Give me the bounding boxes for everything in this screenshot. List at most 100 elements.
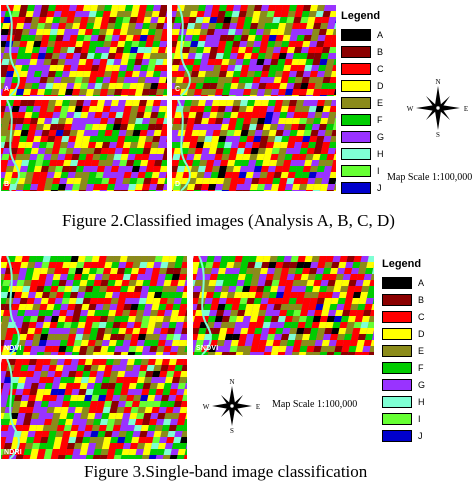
legend-row: E [382, 342, 425, 359]
map-label: D [175, 181, 181, 188]
legend-title: Legend [382, 258, 422, 270]
legend-label: A [418, 277, 425, 288]
legend-label: D [418, 328, 425, 339]
legend-title: Legend [341, 10, 381, 22]
legend-row: I [382, 410, 425, 427]
legend-swatch [341, 79, 371, 92]
legend-swatch [341, 113, 371, 126]
legend-row: H [341, 145, 384, 162]
legend-label: A [377, 29, 384, 40]
map-label: A [4, 86, 10, 93]
classified-map-image [193, 256, 374, 355]
map-label: NDRI [4, 449, 22, 456]
map-label: SNDVI [196, 345, 219, 352]
legend-swatch [382, 395, 412, 408]
legend-row: E [341, 94, 384, 111]
legend-rows: A B C D E F G H I J [341, 26, 384, 196]
legend-row: J [382, 427, 425, 444]
compass-n: N [435, 78, 440, 86]
legend-row: D [341, 77, 384, 94]
legend-row: B [341, 43, 384, 60]
map-label: B [4, 181, 10, 188]
classified-map-image [172, 100, 336, 191]
fig3-map-ndri: NDRI [1, 359, 187, 459]
legend-label: B [418, 294, 425, 305]
legend-label: C [377, 63, 384, 74]
compass-e: E [464, 105, 468, 113]
compass-s: S [230, 427, 234, 434]
legend-swatch [341, 181, 371, 194]
legend-row: G [341, 128, 384, 145]
legend-swatch [341, 130, 371, 143]
legend-label: C [418, 311, 425, 322]
fig3-map-sndvi: SNDVI [193, 256, 374, 355]
compass-w: W [407, 105, 414, 113]
legend-swatch [341, 164, 371, 177]
map-scale: Map Scale 1:100,000 [387, 172, 473, 183]
classified-map-image [172, 5, 336, 96]
legend-row: C [382, 308, 425, 325]
legend-label: F [418, 362, 424, 373]
legend-swatch [382, 412, 412, 425]
legend-label: E [377, 97, 384, 108]
legend-swatch [382, 327, 412, 340]
legend-row: A [382, 274, 425, 291]
legend-label: I [377, 165, 380, 176]
legend-label: H [377, 148, 384, 159]
fig2-map-b: B [1, 100, 167, 191]
legend-swatch [341, 147, 371, 160]
map-label: C [175, 86, 181, 93]
legend-swatch [341, 28, 371, 41]
legend-row: F [382, 359, 425, 376]
compass-n: N [229, 378, 234, 386]
fig2-map-d: D [172, 100, 336, 191]
north-arrow-icon: N S W E [203, 378, 260, 434]
legend-swatch [382, 293, 412, 306]
legend-swatch [341, 45, 371, 58]
legend-label: J [377, 182, 382, 193]
legend-row: I [341, 162, 384, 179]
legend-swatch [341, 62, 371, 75]
legend-row: B [382, 291, 425, 308]
legend-swatch [382, 310, 412, 323]
legend-swatch [341, 96, 371, 109]
legend-label: H [418, 396, 425, 407]
legend-label: I [418, 413, 421, 424]
legend-row: D [382, 325, 425, 342]
legend-row: H [382, 393, 425, 410]
compass-e: E [256, 403, 260, 411]
legend-label: F [377, 114, 383, 125]
legend-swatch [382, 344, 412, 357]
legend-label: B [377, 46, 384, 57]
figure3-caption: Figure 3.Single-band image classificatio… [84, 462, 368, 481]
figure2-caption: Figure 2.Classified images (Analysis A, … [62, 211, 395, 230]
map-scale: Map Scale 1:100,000 [272, 399, 358, 410]
north-arrow-icon: N S W E [407, 78, 468, 138]
legend-row: F [341, 111, 384, 128]
legend-label: D [377, 80, 384, 91]
legend-row: G [382, 376, 425, 393]
classified-map-image [1, 256, 187, 355]
fig2-legend: Legend A B C D E F G H I J [341, 10, 384, 196]
compass-w: W [203, 403, 210, 411]
legend-label: G [377, 131, 385, 142]
legend-swatch [382, 361, 412, 374]
legend-row: J [341, 179, 384, 196]
legend-row: C [341, 60, 384, 77]
legend-label: J [418, 430, 423, 441]
classified-map-image [1, 5, 167, 96]
fig2-map-a: A [1, 5, 167, 96]
legend-swatch [382, 429, 412, 442]
legend-label: G [418, 379, 426, 390]
compass-s: S [436, 131, 440, 138]
legend-label: E [418, 345, 425, 356]
classified-map-image [1, 100, 167, 191]
map-label: NDVI [4, 345, 22, 352]
classified-map-image [1, 359, 187, 459]
legend-swatch [382, 378, 412, 391]
legend-row: A [341, 26, 384, 43]
fig2-map-c: C [172, 5, 336, 96]
fig3-map-ndvi: NDVI [1, 256, 187, 355]
legend-rows: A B C D E F G H I J [382, 274, 425, 444]
fig3-legend: Legend A B C D E F G H I J [382, 258, 425, 444]
